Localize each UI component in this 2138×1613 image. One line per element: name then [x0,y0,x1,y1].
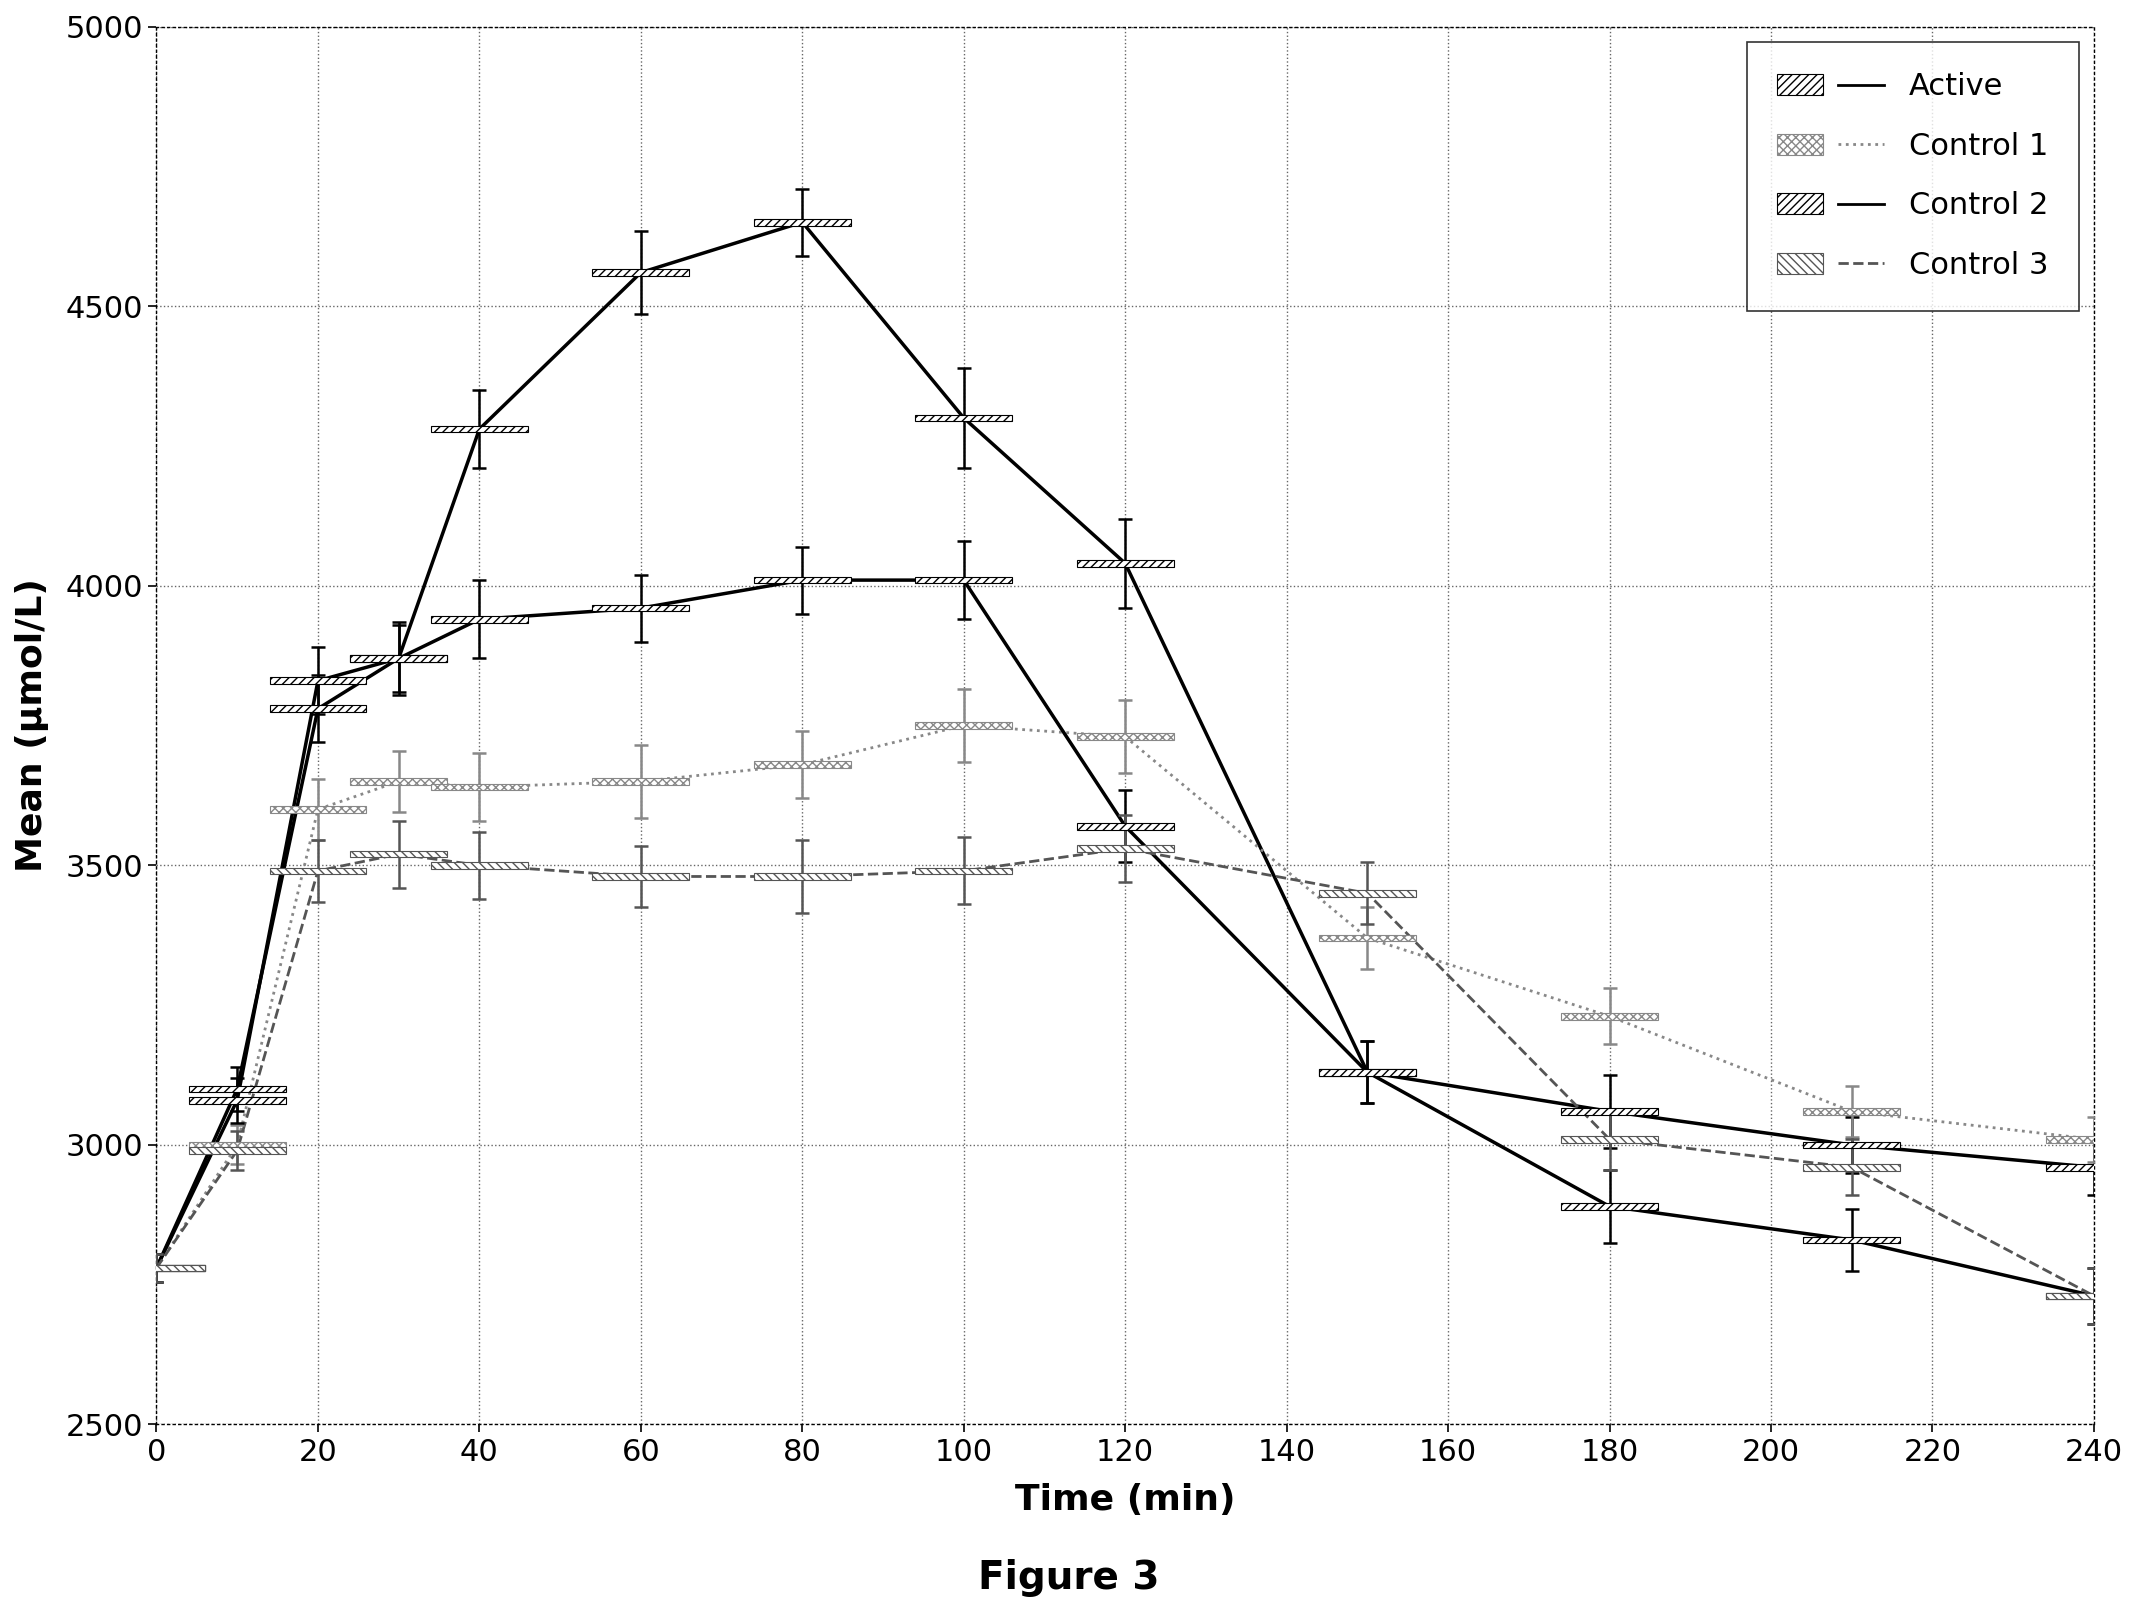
FancyBboxPatch shape [592,605,688,611]
X-axis label: Time (min): Time (min) [1016,1484,1236,1518]
FancyBboxPatch shape [188,1097,286,1103]
FancyBboxPatch shape [1802,1165,1901,1171]
FancyBboxPatch shape [915,723,1011,729]
FancyBboxPatch shape [755,577,851,584]
FancyBboxPatch shape [1561,1136,1657,1142]
FancyBboxPatch shape [188,1086,286,1092]
FancyBboxPatch shape [592,777,688,786]
FancyBboxPatch shape [269,677,366,684]
FancyBboxPatch shape [351,655,447,661]
FancyBboxPatch shape [915,577,1011,584]
FancyBboxPatch shape [1802,1108,1901,1115]
FancyBboxPatch shape [432,861,528,869]
FancyBboxPatch shape [1561,1108,1657,1115]
FancyBboxPatch shape [1078,560,1174,566]
FancyBboxPatch shape [915,868,1011,874]
FancyBboxPatch shape [188,1147,286,1153]
FancyBboxPatch shape [2046,1292,2138,1298]
FancyBboxPatch shape [1802,1237,1901,1244]
FancyBboxPatch shape [1078,845,1174,852]
FancyBboxPatch shape [188,1142,286,1148]
FancyBboxPatch shape [915,415,1011,421]
FancyBboxPatch shape [109,1265,205,1271]
FancyBboxPatch shape [109,1265,205,1271]
FancyBboxPatch shape [351,655,447,661]
FancyBboxPatch shape [1319,1069,1415,1076]
FancyBboxPatch shape [2046,1165,2138,1171]
FancyBboxPatch shape [1078,823,1174,829]
FancyBboxPatch shape [432,784,528,790]
FancyBboxPatch shape [2046,1136,2138,1142]
FancyBboxPatch shape [432,426,528,432]
Legend: Active, Control 1, Control 2, Control 3: Active, Control 1, Control 2, Control 3 [1747,42,2078,311]
FancyBboxPatch shape [755,873,851,879]
FancyBboxPatch shape [109,1265,205,1271]
FancyBboxPatch shape [2046,1292,2138,1298]
FancyBboxPatch shape [269,806,366,813]
FancyBboxPatch shape [351,850,447,858]
Text: Figure 3: Figure 3 [979,1558,1159,1597]
FancyBboxPatch shape [1078,734,1174,740]
FancyBboxPatch shape [1319,890,1415,897]
FancyBboxPatch shape [755,761,851,768]
FancyBboxPatch shape [592,873,688,879]
FancyBboxPatch shape [351,777,447,786]
Y-axis label: Mean (μmol/L): Mean (μmol/L) [15,579,49,873]
FancyBboxPatch shape [592,269,688,276]
FancyBboxPatch shape [269,868,366,874]
FancyBboxPatch shape [269,705,366,711]
FancyBboxPatch shape [1319,1069,1415,1076]
FancyBboxPatch shape [109,1265,205,1271]
FancyBboxPatch shape [432,616,528,623]
FancyBboxPatch shape [755,219,851,226]
FancyBboxPatch shape [1561,1013,1657,1019]
FancyBboxPatch shape [1561,1203,1657,1210]
FancyBboxPatch shape [1802,1142,1901,1148]
FancyBboxPatch shape [1319,934,1415,942]
